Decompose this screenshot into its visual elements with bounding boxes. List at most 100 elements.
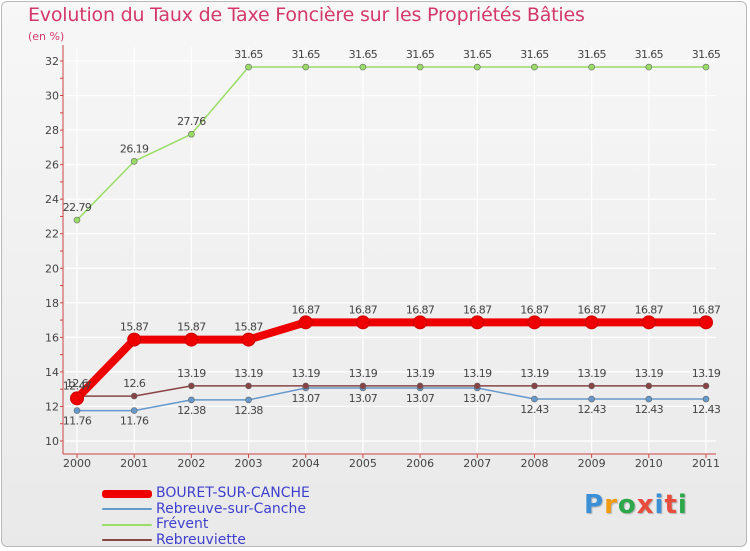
data-point [188,130,195,138]
axis-layer: 10 12 14 16 18 20 22 24 26 28 30 32 2000 2001 2002 2003… [45,45,720,470]
data-label: 12.43 [692,403,721,416]
logo-letter: i [677,490,688,520]
data-point [130,407,138,414]
data-label: 31.65 [692,48,721,61]
data-label: 31.65 [349,48,378,61]
data-point [130,158,138,165]
data-label: 13.19 [406,367,435,380]
data-label: 16.87 [291,303,320,316]
data-point [641,315,656,330]
data-label: 31.65 [577,48,606,61]
x-tick-label: 2002 [177,457,205,470]
legend-swatch-rebreuviette [102,539,152,542]
data-point [127,332,142,347]
x-tick-label: 2006 [406,457,434,470]
data-point [413,315,428,330]
data-point [473,382,481,390]
logo-letter: t [664,490,678,520]
legend-label-bouret: BOURET-SUR-CANCHE [156,485,310,502]
y-tick-label: 12 [45,400,59,413]
y-tick-label: 20 [45,262,59,275]
data-label: 31.65 [635,48,664,61]
data-point [584,315,599,330]
x-tick-label: 2004 [292,457,320,470]
legend-item-bouret: BOURET-SUR-CANCHE [102,486,310,502]
data-point [355,315,370,330]
series-line-3 [76,385,707,397]
x-tick-label: 2000 [63,457,91,470]
x-tick-label: 2011 [692,457,720,470]
data-label: 16.87 [463,303,492,316]
x-tick-label: 2009 [578,457,606,470]
data-point [184,332,199,347]
x-tick-label: 2008 [520,457,548,470]
legend-label-rebreuve: Rebreuve-sur-Canche [156,500,306,517]
data-label: 13.19 [692,367,721,380]
y-tick-label: 24 [45,193,59,206]
data-point [359,63,367,71]
data-label: 13.07 [406,392,435,405]
data-point [588,63,595,71]
data-label: 13.07 [349,392,378,405]
data-point [699,315,713,330]
data-label: 16.87 [406,303,435,316]
data-point [241,332,256,347]
data-label: 12.6 [123,377,146,390]
data-point [130,392,138,400]
y-tick-label: 18 [45,297,59,310]
data-point [245,396,252,404]
data-point [588,395,595,403]
series-line-2 [76,66,707,221]
logo-letter: x [636,490,655,520]
legend-swatch-rebreuve [102,508,152,511]
chart-title: Evolution du Taux de Taxe Foncière sur l… [28,4,585,26]
data-point [470,315,485,330]
legend-swatch-frevent [102,523,152,526]
legend-swatch-bouret [102,489,152,498]
series-line-1 [76,387,707,412]
legend-item-rebreuve: Rebreuve-sur-Canche [102,500,310,518]
data-point [702,382,710,390]
y-tick-label: 16 [45,331,59,344]
x-tick-label: 2010 [635,457,663,470]
data-point [245,382,252,390]
data-point [702,395,710,403]
series-layer [70,63,713,414]
data-point [416,63,424,71]
data-label: 22.79 [63,201,92,214]
series-line-0 [73,318,710,403]
data-point [645,382,653,390]
logo-letter: P [584,490,605,520]
data-label: 31.65 [234,48,263,61]
data-point [702,63,710,71]
logo-letter: r [604,490,618,520]
data-point [531,63,538,71]
data-point [531,382,538,390]
y-tick-label: 14 [45,366,59,379]
data-label: 11.76 [120,415,149,428]
data-point [188,396,195,404]
data-point [245,63,252,71]
data-label: 12.43 [577,403,606,416]
data-label: 12.38 [234,404,263,417]
x-tick-label: 2005 [349,457,377,470]
data-label: 11.76 [63,415,92,428]
data-label: 13.19 [520,367,549,380]
data-label: 12.43 [635,403,664,416]
legend-label-rebreuviette: Rebreuviette [156,531,246,547]
data-label: 16.87 [635,303,664,316]
legend-label-frevent: Frévent [156,516,209,533]
data-label-layer: 12.47 15.87 15.87 15.87 16.87 16.87 16.87 16.87… [63,48,722,428]
data-label: 13.19 [291,367,320,380]
data-label: 15.87 [234,321,263,334]
grid-layer [65,47,716,456]
data-point [645,395,653,403]
data-point [73,216,81,224]
data-label: 27.76 [177,115,206,128]
data-label: 31.65 [520,48,549,61]
data-point [531,395,538,403]
x-tick-label: 2001 [120,457,148,470]
data-point [188,382,195,390]
